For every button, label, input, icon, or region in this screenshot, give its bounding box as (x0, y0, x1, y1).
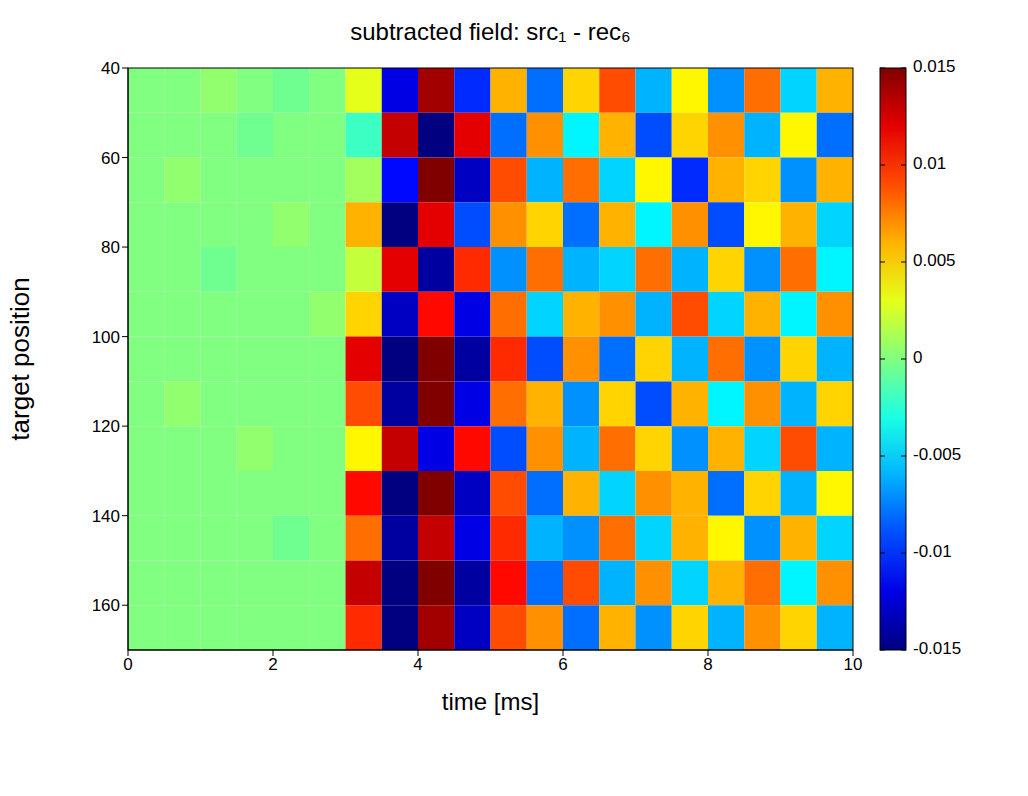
svg-text:140: 140 (92, 507, 120, 526)
svg-text:0.005: 0.005 (913, 251, 956, 270)
svg-text:0.015: 0.015 (913, 57, 956, 76)
svg-text:-0.015: -0.015 (913, 639, 961, 658)
svg-text:10: 10 (844, 655, 863, 674)
svg-text:120: 120 (92, 417, 120, 436)
svg-text:40: 40 (101, 59, 120, 78)
svg-text:0: 0 (913, 348, 922, 367)
svg-text:8: 8 (703, 655, 712, 674)
svg-text:target position: target position (5, 277, 35, 440)
svg-text:0: 0 (123, 655, 132, 674)
html-text:subtracted field: src₁ - rec₆: subtracted field: src₁ - rec₆ (350, 18, 631, 45)
svg-text:60: 60 (101, 149, 120, 168)
svg-text:0.01: 0.01 (913, 154, 946, 173)
svg-text:6: 6 (558, 655, 567, 674)
svg-text:-0.005: -0.005 (913, 445, 961, 464)
svg-text:80: 80 (101, 238, 120, 257)
svg-text:160: 160 (92, 596, 120, 615)
svg-text:4: 4 (413, 655, 422, 674)
svg-text:2: 2 (268, 655, 277, 674)
svg-text:time [ms]: time [ms] (442, 688, 539, 715)
svg-text:-0.01: -0.01 (913, 542, 952, 561)
svg-text:100: 100 (92, 328, 120, 347)
